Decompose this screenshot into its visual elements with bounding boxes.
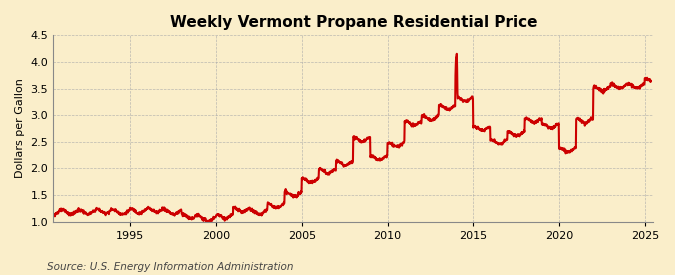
Title: Weekly Vermont Propane Residential Price: Weekly Vermont Propane Residential Price <box>169 15 537 30</box>
Text: Source: U.S. Energy Information Administration: Source: U.S. Energy Information Administ… <box>47 262 294 272</box>
Y-axis label: Dollars per Gallon: Dollars per Gallon <box>15 79 25 178</box>
